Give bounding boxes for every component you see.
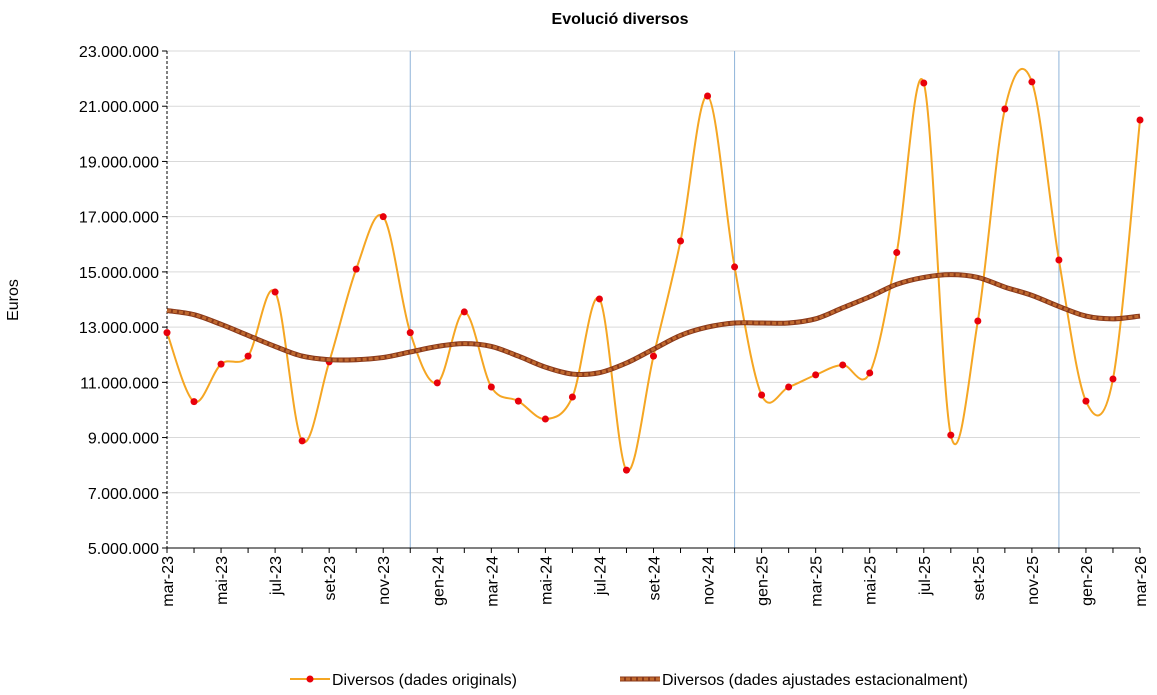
y-tick-label: 5.000.000 [88,541,159,558]
chart-title: Evolució diversos [552,11,689,28]
x-tick-label: mar-24 [484,556,501,607]
data-point [839,361,847,369]
data-point [433,379,441,387]
data-point [460,308,468,316]
legend-marker [306,675,314,683]
data-point [1082,397,1090,405]
data-point [785,383,793,391]
data-point [352,265,360,273]
data-point [1109,375,1117,383]
data-point [271,288,279,296]
data-point [163,329,171,337]
series-line [166,68,1141,472]
data-point [677,237,685,245]
data-point [920,79,928,87]
y-tick-label: 9.000.000 [88,431,159,448]
data-point [622,466,630,474]
x-tick-label: mar-26 [1133,556,1150,607]
y-tick-label: 17.000.000 [79,210,159,227]
x-tick-label: jul-25 [917,556,934,596]
data-point [1001,105,1009,113]
y-tick-label: 23.000.000 [79,44,159,61]
y-tick-label: 11.000.000 [80,375,159,392]
data-point [379,213,387,221]
data-point [812,371,820,379]
data-point [731,263,739,271]
x-tick-label: mar-25 [809,556,826,607]
y-tick-label: 19.000.000 [79,154,159,171]
x-tick-label: nov-25 [1025,556,1042,605]
data-point [974,317,982,325]
x-tick-label: gen-26 [1079,556,1096,606]
data-point [541,415,549,423]
x-tick-label: nov-24 [701,556,718,605]
data-point [487,383,495,391]
x-tick-label: nov-23 [376,556,393,605]
data-point [190,398,198,406]
data-point [704,92,712,100]
data-point [595,295,603,303]
data-point [217,360,225,368]
x-tick-label: mai-24 [538,556,555,605]
data-point [1028,78,1036,86]
x-tick-label: mai-23 [214,556,231,605]
series-line [166,273,1141,377]
data-point [866,369,874,377]
data-point [650,352,657,360]
data-point [568,393,576,401]
x-tick-label: jul-23 [268,556,285,596]
x-tick-label: set-23 [322,556,339,601]
y-tick-label: 15.000.000 [79,265,159,282]
x-tick-label: set-25 [971,556,988,601]
y-tick-label: 13.000.000 [79,320,159,337]
data-point [758,391,766,399]
x-tick-label: mar-23 [160,556,177,607]
x-tick-label: jul-24 [592,556,609,596]
data-point [947,431,955,439]
x-tick-label: mai-25 [863,556,880,605]
data-point [514,397,522,405]
data-point [406,329,414,337]
y-axis-label: Euros [5,279,22,321]
x-tick-label: gen-25 [755,556,772,606]
legend-label: Diversos (dades originals) [332,672,517,689]
y-tick-label: 7.000.000 [88,486,159,503]
data-point [298,437,306,445]
data-point [244,352,252,360]
data-point [1136,116,1144,124]
y-tick-label: 21.000.000 [79,99,159,116]
x-tick-label: gen-24 [430,556,447,606]
data-point [893,249,901,257]
legend-label: Diversos (dades ajustades estacionalment… [662,672,968,689]
data-point [1055,256,1063,264]
x-tick-label: set-24 [647,556,664,601]
